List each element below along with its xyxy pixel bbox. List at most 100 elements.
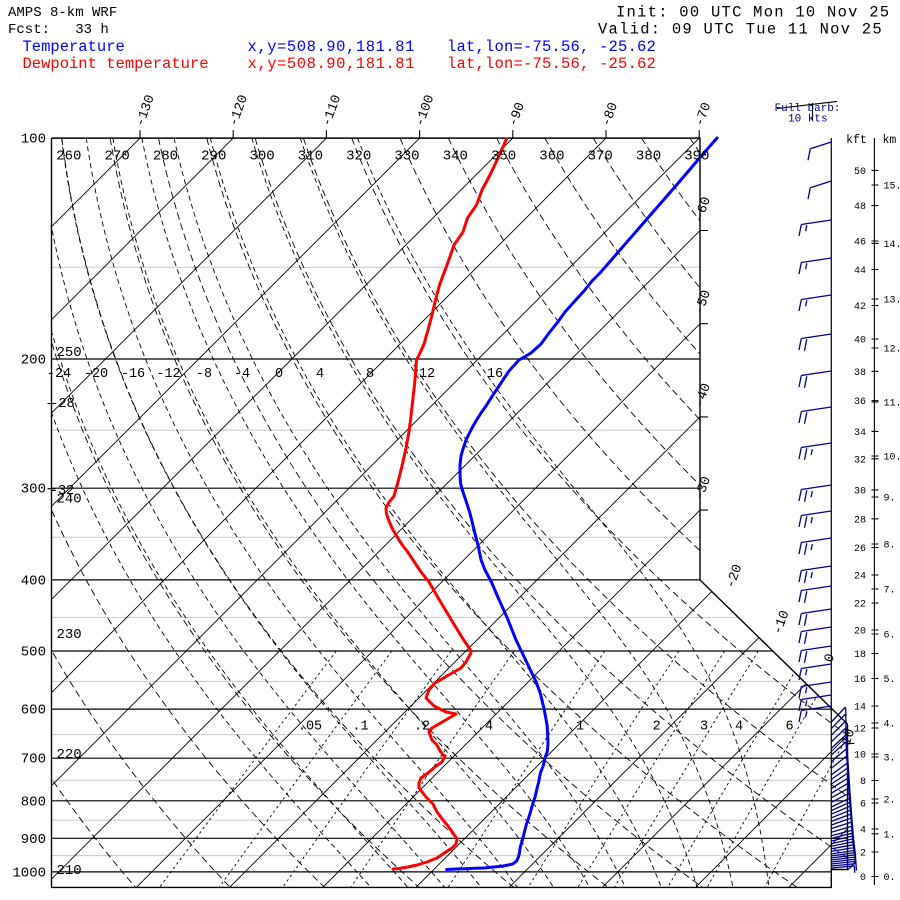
svg-text:12.: 12. — [884, 345, 900, 356]
svg-text:8: 8 — [366, 367, 374, 382]
svg-text:10 kts: 10 kts — [788, 114, 828, 126]
svg-text:0.: 0. — [884, 873, 896, 884]
svg-text:900: 900 — [21, 832, 46, 848]
svg-text:28: 28 — [854, 515, 866, 526]
svg-text:-28: -28 — [50, 397, 74, 412]
svg-text:40: 40 — [854, 336, 866, 347]
svg-text:3.: 3. — [884, 754, 896, 765]
svg-text:AMPS 8-km WRF: AMPS 8-km WRF — [8, 5, 117, 21]
svg-text:320: 320 — [346, 149, 371, 165]
svg-text:Valid: 09 UTC Tue 11 Nov 25: Valid: 09 UTC Tue 11 Nov 25 — [598, 21, 883, 39]
svg-text:10: 10 — [840, 727, 860, 747]
svg-text:240: 240 — [57, 491, 82, 507]
svg-text:3: 3 — [700, 720, 708, 735]
svg-text:38: 38 — [854, 368, 866, 379]
svg-text:350: 350 — [491, 149, 516, 165]
svg-text:5.: 5. — [884, 675, 896, 686]
svg-text:Dewpoint temperature: Dewpoint temperature — [23, 55, 209, 73]
svg-text:500: 500 — [21, 645, 46, 661]
svg-text:700: 700 — [21, 752, 46, 768]
svg-text:200: 200 — [21, 352, 46, 368]
svg-text:14: 14 — [854, 703, 866, 714]
svg-text:-32: -32 — [50, 484, 74, 499]
svg-text:4: 4 — [735, 720, 743, 735]
svg-text:kft: kft — [846, 134, 867, 147]
svg-text:6.: 6. — [884, 631, 896, 642]
svg-text:270: 270 — [105, 149, 130, 165]
svg-text:32: 32 — [854, 455, 866, 466]
svg-text:12: 12 — [854, 725, 866, 736]
svg-text:34: 34 — [854, 428, 866, 439]
svg-text:10: 10 — [854, 751, 866, 762]
svg-text:0: 0 — [275, 367, 283, 382]
svg-text:46: 46 — [854, 238, 866, 249]
svg-text:7.: 7. — [884, 586, 896, 597]
svg-text:Init: 00 UTC Mon 10 Nov 25: Init: 00 UTC Mon 10 Nov 25 — [616, 4, 890, 22]
svg-text:15.: 15. — [884, 182, 900, 193]
svg-text:26: 26 — [854, 544, 866, 555]
svg-text:600: 600 — [21, 703, 46, 719]
svg-text:-20: -20 — [84, 367, 108, 382]
svg-text:-16: -16 — [121, 367, 145, 382]
svg-text:Full barb:: Full barb: — [775, 103, 841, 115]
svg-text:.05: .05 — [298, 720, 322, 735]
svg-text:4: 4 — [860, 826, 866, 837]
svg-text:400: 400 — [21, 573, 46, 589]
svg-text:1: 1 — [576, 720, 584, 735]
svg-text:280: 280 — [153, 149, 178, 165]
svg-text:Temperature: Temperature — [23, 38, 125, 56]
svg-text:290: 290 — [201, 149, 226, 165]
svg-text:4.: 4. — [884, 720, 896, 731]
svg-text:390: 390 — [684, 149, 709, 165]
svg-text:0: 0 — [860, 873, 866, 884]
svg-text:2: 2 — [653, 720, 661, 735]
svg-text:250: 250 — [57, 345, 82, 361]
svg-text:230: 230 — [57, 627, 82, 643]
svg-text:2.: 2. — [884, 796, 896, 807]
svg-text:8: 8 — [860, 777, 866, 788]
svg-text:16: 16 — [487, 367, 503, 382]
svg-text:42: 42 — [854, 302, 866, 313]
svg-text:20: 20 — [854, 627, 866, 638]
svg-text:-12: -12 — [156, 367, 180, 382]
svg-text:370: 370 — [588, 149, 613, 165]
svg-text:14.: 14. — [884, 240, 900, 251]
svg-text:50: 50 — [854, 167, 866, 178]
svg-text:330: 330 — [394, 149, 419, 165]
svg-text:8.: 8. — [884, 541, 896, 552]
svg-text:10.: 10. — [884, 453, 900, 464]
svg-text:-4: -4 — [234, 367, 250, 382]
svg-text:-8: -8 — [196, 367, 212, 382]
svg-text:360: 360 — [539, 149, 564, 165]
svg-text:km: km — [883, 134, 897, 147]
svg-text:48: 48 — [854, 202, 866, 213]
svg-text:.4: .4 — [477, 720, 493, 735]
svg-text:16: 16 — [854, 675, 866, 686]
svg-text:800: 800 — [21, 794, 46, 810]
svg-text:-24: -24 — [47, 367, 71, 382]
svg-text:260: 260 — [56, 149, 81, 165]
svg-text:13.: 13. — [884, 296, 900, 307]
svg-text:44: 44 — [854, 266, 866, 277]
svg-text:18: 18 — [854, 650, 866, 661]
svg-text:lat,lon=-75.56, -25.62: lat,lon=-75.56, -25.62 — [447, 38, 656, 56]
svg-text:9.: 9. — [884, 494, 896, 505]
svg-text:220: 220 — [57, 747, 82, 763]
svg-text:30: 30 — [854, 486, 866, 497]
svg-text:300: 300 — [21, 482, 46, 498]
svg-text:11.: 11. — [884, 399, 900, 410]
svg-text:x,y=508.90,181.81: x,y=508.90,181.81 — [248, 55, 415, 73]
svg-text:340: 340 — [443, 149, 468, 165]
svg-text:x,y=508.90,181.81: x,y=508.90,181.81 — [248, 38, 415, 56]
svg-text:310: 310 — [298, 149, 323, 165]
svg-text:210: 210 — [57, 863, 82, 879]
svg-text:.1: .1 — [352, 720, 368, 735]
svg-text:Fcst: 33 h: Fcst: 33 h — [8, 22, 109, 38]
svg-text:2: 2 — [860, 849, 866, 860]
svg-text:300: 300 — [249, 149, 274, 165]
svg-text:24: 24 — [854, 572, 866, 583]
svg-text:100: 100 — [21, 132, 46, 148]
svg-text:12: 12 — [419, 367, 435, 382]
svg-text:36: 36 — [854, 397, 866, 408]
svg-text:1000: 1000 — [12, 865, 46, 881]
